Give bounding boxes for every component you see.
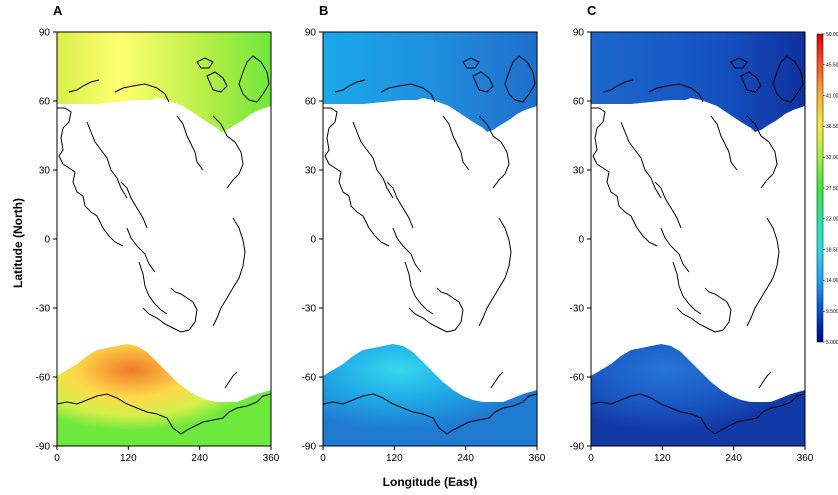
x-tick-label: 360 <box>529 453 546 464</box>
colorbar: 50.00 45.50 41.00 36.50 32.00 27.50 23.00 18.50… <box>816 32 838 346</box>
panel-a: A 0 120 240 360 90 60 30 0 -30 -60 -90 <box>36 3 280 464</box>
y-tick-label: -90 <box>570 442 585 453</box>
colorbar-gradient <box>816 33 824 343</box>
y-tick-label: -30 <box>36 304 51 315</box>
x-tick-label: 120 <box>386 453 403 464</box>
y-tick-label: 30 <box>573 166 585 177</box>
y-axis-label: Latitude (North) <box>11 198 25 288</box>
y-tick-label: -60 <box>36 373 51 384</box>
y-tick-label: 90 <box>39 28 51 39</box>
colorbar-tick-label: 18.50 <box>826 247 838 253</box>
x-tick-label: 120 <box>654 453 671 464</box>
colorbar-tick-label: 41.00 <box>826 93 838 99</box>
colorbar-tick-label: 9.500 <box>826 309 838 315</box>
x-tick-label: 360 <box>263 453 280 464</box>
colorbar-tick-label: 23.00 <box>826 217 838 223</box>
colorbar-tick-label: 14.00 <box>826 278 838 284</box>
colorbar-tick-label: 32.00 <box>826 155 838 161</box>
panel-label: B <box>319 3 328 18</box>
x-tick-label: 240 <box>457 453 474 464</box>
x-tick-label: 120 <box>120 453 137 464</box>
panel-label: A <box>53 3 63 18</box>
x-tick-label: 240 <box>725 453 742 464</box>
panels: A 0 120 240 360 90 60 30 0 -30 -60 -90 B 0 120 240 360 90… <box>36 3 814 464</box>
y-tick-label: 90 <box>305 28 317 39</box>
y-tick-label: 30 <box>39 166 51 177</box>
colorbar-tick-label: 50.00 <box>826 32 838 38</box>
y-tick-label: 0 <box>310 235 316 246</box>
panel-b: B 0 120 240 360 90 60 30 0 -30 -60 -90 <box>302 3 546 464</box>
y-tick-label: -30 <box>302 304 317 315</box>
colorbar-tick-label: 45.50 <box>826 63 838 69</box>
y-tick-label: -60 <box>570 373 585 384</box>
y-tick-label: 60 <box>39 97 51 108</box>
colorbar-tick-label: 36.50 <box>826 124 838 130</box>
y-tick-label: -60 <box>302 373 317 384</box>
y-tick-label: 60 <box>573 97 585 108</box>
x-tick-label: 0 <box>320 453 326 464</box>
panel-label: C <box>587 3 597 18</box>
y-tick-label: 60 <box>305 97 317 108</box>
panel-c: C 0 120 240 360 90 60 30 0 -30 -60 -90 <box>570 3 814 464</box>
x-tick-label: 360 <box>797 453 814 464</box>
x-axis-label: Longitude (East) <box>383 475 478 489</box>
y-tick-label: 30 <box>305 166 317 177</box>
y-tick-label: 0 <box>44 235 50 246</box>
colorbar-tick-label: 5.000 <box>826 340 838 346</box>
y-tick-label: -90 <box>36 442 51 453</box>
colorbar-ticks: 50.00 45.50 41.00 36.50 32.00 27.50 23.00 18.50… <box>823 32 838 346</box>
x-tick-label: 0 <box>54 453 60 464</box>
x-tick-label: 0 <box>588 453 594 464</box>
y-tick-label: -90 <box>302 442 317 453</box>
y-tick-label: 90 <box>573 28 585 39</box>
y-tick-label: -30 <box>570 304 585 315</box>
y-tick-label: 0 <box>578 235 584 246</box>
x-tick-label: 240 <box>191 453 208 464</box>
colorbar-tick-label: 27.50 <box>826 186 838 192</box>
